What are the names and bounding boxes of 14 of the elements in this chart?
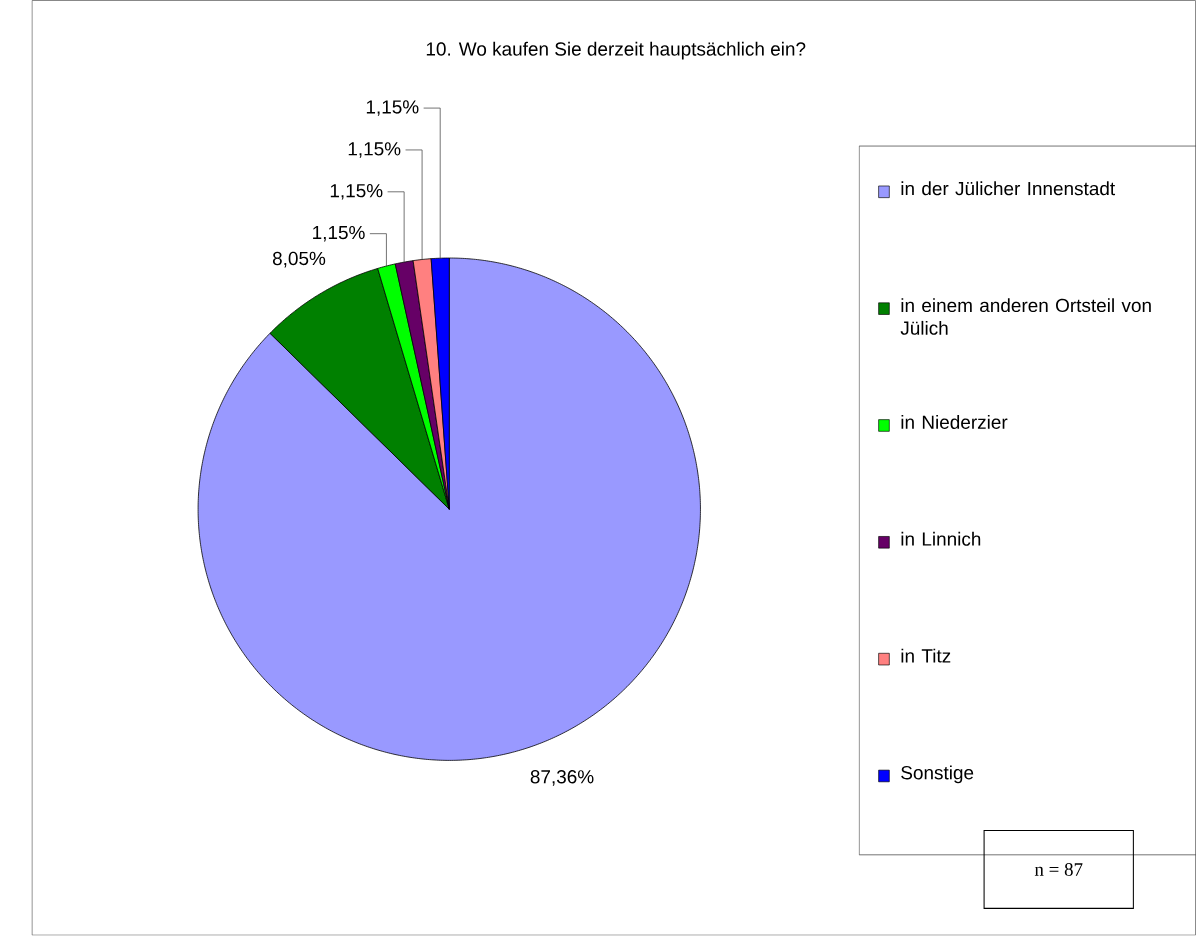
chart-title: 10. Wo kaufen Sie derzeit hauptsächlich ein?: [426, 41, 806, 60]
legend-label: in Titz: [901, 648, 951, 663]
legend-label: Sonstige: [901, 765, 974, 784]
text: n = 87: [1034, 863, 1083, 877]
legend-label: in einem anderen Ortsteil von Jülich: [900, 298, 1151, 336]
data-label: 87,36%: [530, 770, 594, 786]
legend-label: in Linnich: [901, 532, 981, 546]
data-label: 1,15%: [366, 100, 419, 117]
legend-label: in der Jülicher Innenstadt: [901, 181, 1116, 196]
legend-label: in Niederzier: [901, 415, 1008, 430]
data-label: 1,15%: [313, 226, 365, 242]
data-label: 1,15%: [348, 142, 401, 158]
data-label: 1,15%: [330, 184, 383, 200]
data-label: 8,05%: [272, 251, 326, 268]
